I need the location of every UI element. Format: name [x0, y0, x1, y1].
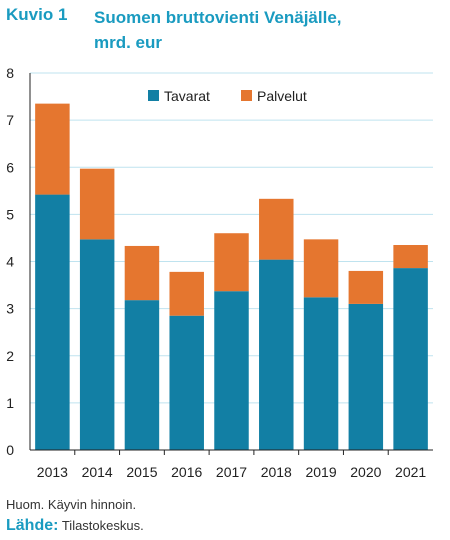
- legend: Tavarat Palvelut: [148, 88, 307, 104]
- y-tick-label: 0: [6, 442, 14, 458]
- bar-palvelut: [214, 233, 249, 292]
- x-tick-label: 2019: [305, 464, 336, 480]
- legend-swatch: [241, 90, 252, 101]
- bars: [35, 103, 428, 450]
- chart-title-line-1: Suomen bruttovienti Venäjälle,: [94, 8, 342, 27]
- bar-palvelut: [169, 271, 204, 316]
- bar-tavarat: [169, 315, 204, 450]
- bar-tavarat: [214, 291, 249, 450]
- y-tick-label: 8: [6, 65, 14, 81]
- bar-tavarat: [303, 297, 339, 450]
- source-text: Tilastokeskus.: [61, 518, 144, 533]
- bar-tavarat: [348, 303, 384, 450]
- bar-palvelut: [259, 198, 294, 260]
- x-tick-label: 2016: [171, 464, 202, 480]
- y-tick-label: 6: [6, 159, 14, 175]
- x-tick-labels: 2013 2014 2015 2016 2017 2018 2019 2020 2021: [37, 464, 427, 480]
- bar-palvelut: [35, 103, 70, 195]
- x-tick-label: 2014: [82, 464, 113, 480]
- bar-tavarat: [393, 268, 428, 450]
- x-tick-label: 2020: [350, 464, 381, 480]
- y-tick-label: 1: [6, 395, 14, 411]
- x-tick-label: 2018: [261, 464, 292, 480]
- figure-label: Kuvio 1: [6, 5, 68, 24]
- bar-palvelut: [124, 245, 160, 301]
- chart-source: Lähde: Tilastokeskus.: [6, 517, 144, 535]
- x-tick-label: 2013: [37, 464, 68, 480]
- x-tick-label: 2021: [395, 464, 426, 480]
- bar-tavarat: [259, 259, 294, 450]
- bar-palvelut: [79, 168, 115, 240]
- y-tick-label: 5: [6, 206, 14, 222]
- chart-note: Huom. Käyvin hinnoin.: [6, 497, 137, 512]
- y-tick-label: 2: [6, 348, 14, 364]
- source-label: Lähde:: [6, 517, 59, 534]
- axes: [29, 73, 433, 455]
- legend-label: Palvelut: [257, 88, 307, 104]
- legend-swatch: [148, 90, 159, 101]
- legend-label: Tavarat: [164, 88, 210, 104]
- chart-title: Suomen bruttovienti Venäjälle, mrd. eur: [94, 5, 434, 55]
- y-tick-labels: 0 1 2 3 4 5 6 7 8: [6, 65, 14, 458]
- chart-title-line-2: mrd. eur: [94, 33, 163, 52]
- bar-palvelut: [348, 270, 384, 304]
- bar-tavarat: [35, 194, 70, 450]
- x-tick-label: 2017: [216, 464, 247, 480]
- bar-palvelut: [303, 239, 339, 298]
- y-tick-label: 3: [6, 301, 14, 317]
- y-tick-label: 7: [6, 112, 14, 128]
- x-tick-label: 2015: [126, 464, 157, 480]
- bar-tavarat: [79, 239, 115, 450]
- y-tick-label: 4: [6, 254, 14, 270]
- bar-tavarat: [124, 300, 160, 450]
- bar-palvelut: [393, 245, 428, 269]
